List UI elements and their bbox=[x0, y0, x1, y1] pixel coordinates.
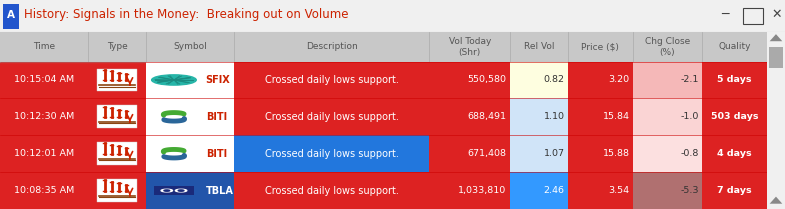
Bar bbox=[97, 142, 137, 165]
Text: -0.8: -0.8 bbox=[681, 149, 699, 158]
Text: 2.46: 2.46 bbox=[543, 186, 564, 195]
Bar bbox=[702, 135, 767, 172]
Bar bbox=[234, 135, 429, 172]
Text: 5 days: 5 days bbox=[717, 75, 751, 84]
Bar bbox=[97, 105, 137, 128]
Bar bbox=[146, 172, 234, 209]
Text: 688,491: 688,491 bbox=[467, 112, 506, 121]
Text: 7 days: 7 days bbox=[717, 186, 752, 195]
Text: 4 days: 4 days bbox=[717, 149, 752, 158]
Text: 671,408: 671,408 bbox=[467, 149, 506, 158]
Circle shape bbox=[161, 189, 173, 192]
Text: Chg Close
(%): Chg Close (%) bbox=[644, 37, 690, 57]
Bar bbox=[0, 61, 767, 98]
Bar bbox=[97, 179, 137, 202]
Text: 15.84: 15.84 bbox=[603, 112, 630, 121]
Bar bbox=[568, 172, 633, 209]
Bar bbox=[234, 172, 429, 209]
Bar bbox=[568, 135, 633, 172]
Bar bbox=[234, 61, 429, 98]
Text: 10:08:35 AM: 10:08:35 AM bbox=[14, 186, 75, 195]
Text: BITI: BITI bbox=[206, 149, 227, 159]
Bar bbox=[0, 32, 767, 61]
Bar bbox=[234, 98, 429, 135]
Text: 1.10: 1.10 bbox=[543, 112, 564, 121]
Text: Symbol: Symbol bbox=[173, 42, 206, 51]
Text: Vol Today
(Shr): Vol Today (Shr) bbox=[448, 37, 491, 57]
Bar bbox=[510, 98, 568, 135]
Text: Quality: Quality bbox=[718, 42, 750, 51]
Text: 0.82: 0.82 bbox=[543, 75, 564, 84]
Text: 15.88: 15.88 bbox=[603, 149, 630, 158]
Bar bbox=[633, 61, 702, 98]
Bar bbox=[429, 172, 510, 209]
Circle shape bbox=[178, 190, 184, 191]
Circle shape bbox=[175, 189, 187, 192]
Text: 1,033,810: 1,033,810 bbox=[458, 186, 506, 195]
Bar bbox=[743, 8, 763, 24]
Text: 10:15:04 AM: 10:15:04 AM bbox=[14, 75, 74, 84]
Bar bbox=[0, 172, 767, 209]
Bar bbox=[154, 186, 195, 195]
Bar bbox=[429, 98, 510, 135]
Text: ─: ─ bbox=[721, 8, 729, 21]
Text: 550,580: 550,580 bbox=[467, 75, 506, 84]
Bar bbox=[146, 61, 234, 98]
FancyArrow shape bbox=[769, 197, 783, 204]
Bar bbox=[0, 135, 767, 172]
Text: 10:12:30 AM: 10:12:30 AM bbox=[14, 112, 75, 121]
FancyBboxPatch shape bbox=[3, 4, 19, 28]
Text: Rel Vol: Rel Vol bbox=[524, 42, 554, 51]
Text: 3.20: 3.20 bbox=[608, 75, 630, 84]
Text: -1.0: -1.0 bbox=[681, 112, 699, 121]
Text: 503 days: 503 days bbox=[710, 112, 758, 121]
Bar bbox=[510, 172, 568, 209]
Text: Crossed daily lows support.: Crossed daily lows support. bbox=[265, 186, 399, 196]
Bar bbox=[568, 98, 633, 135]
Text: TBLA: TBLA bbox=[206, 186, 234, 196]
Text: Crossed daily lows support.: Crossed daily lows support. bbox=[265, 75, 399, 85]
Bar bbox=[510, 135, 568, 172]
Circle shape bbox=[152, 75, 196, 85]
Bar bbox=[146, 135, 234, 172]
Text: SFIX: SFIX bbox=[206, 75, 231, 85]
Text: BITI: BITI bbox=[206, 112, 227, 122]
Text: Crossed daily lows support.: Crossed daily lows support. bbox=[265, 149, 399, 159]
Bar bbox=[146, 98, 234, 135]
Bar bbox=[702, 98, 767, 135]
Bar bbox=[633, 172, 702, 209]
Bar bbox=[633, 98, 702, 135]
Bar bbox=[0, 98, 767, 135]
Bar bbox=[429, 135, 510, 172]
Text: 10:12:01 AM: 10:12:01 AM bbox=[14, 149, 74, 158]
Text: A: A bbox=[7, 10, 15, 20]
Bar bbox=[769, 47, 783, 68]
Text: ✕: ✕ bbox=[772, 8, 783, 21]
Text: History: Signals in the Money:  Breaking out on Volume: History: Signals in the Money: Breaking … bbox=[24, 8, 348, 21]
Text: Description: Description bbox=[306, 42, 358, 51]
Text: Crossed daily lows support.: Crossed daily lows support. bbox=[265, 112, 399, 122]
Text: -5.3: -5.3 bbox=[680, 186, 699, 195]
Bar bbox=[568, 61, 633, 98]
Bar bbox=[633, 135, 702, 172]
Bar bbox=[702, 61, 767, 98]
Bar bbox=[702, 172, 767, 209]
Text: Time: Time bbox=[33, 42, 55, 51]
Text: 1.07: 1.07 bbox=[543, 149, 564, 158]
Bar bbox=[510, 61, 568, 98]
FancyArrow shape bbox=[769, 34, 783, 41]
Circle shape bbox=[164, 190, 170, 191]
Text: Price ($): Price ($) bbox=[581, 42, 619, 51]
Bar bbox=[429, 61, 510, 98]
Text: 3.54: 3.54 bbox=[608, 186, 630, 195]
Bar bbox=[97, 69, 137, 91]
Text: -2.1: -2.1 bbox=[681, 75, 699, 84]
Text: Type: Type bbox=[107, 42, 127, 51]
